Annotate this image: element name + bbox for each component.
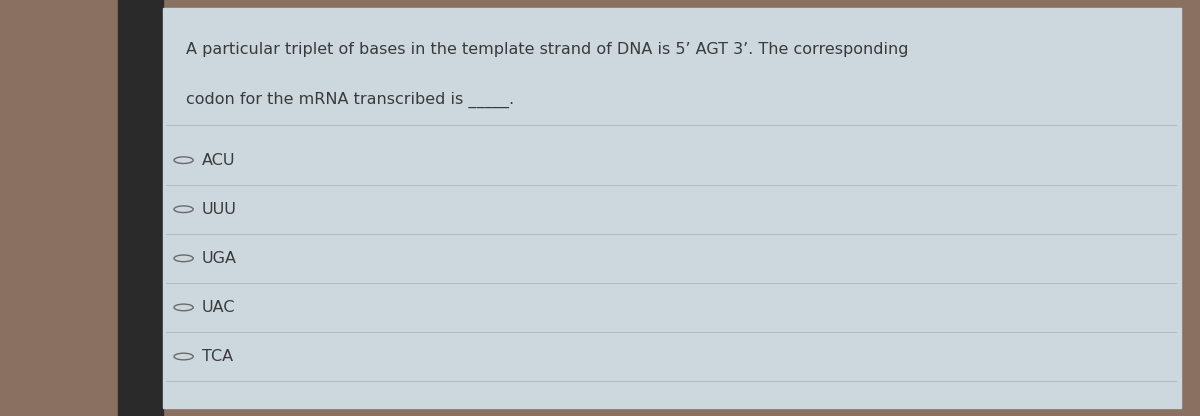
Bar [118,0,163,416]
Text: codon for the mRNA transcribed is _____.: codon for the mRNA transcribed is _____. [186,92,514,108]
Bar [163,8,1181,408]
Text: UAC: UAC [202,300,235,315]
Text: UUU: UUU [202,202,236,217]
Text: UGA: UGA [202,251,236,266]
Text: TCA: TCA [202,349,233,364]
Text: ACU: ACU [202,153,235,168]
Text: A particular triplet of bases in the template strand of DNA is 5’ AGT 3’. The co: A particular triplet of bases in the tem… [186,42,908,57]
